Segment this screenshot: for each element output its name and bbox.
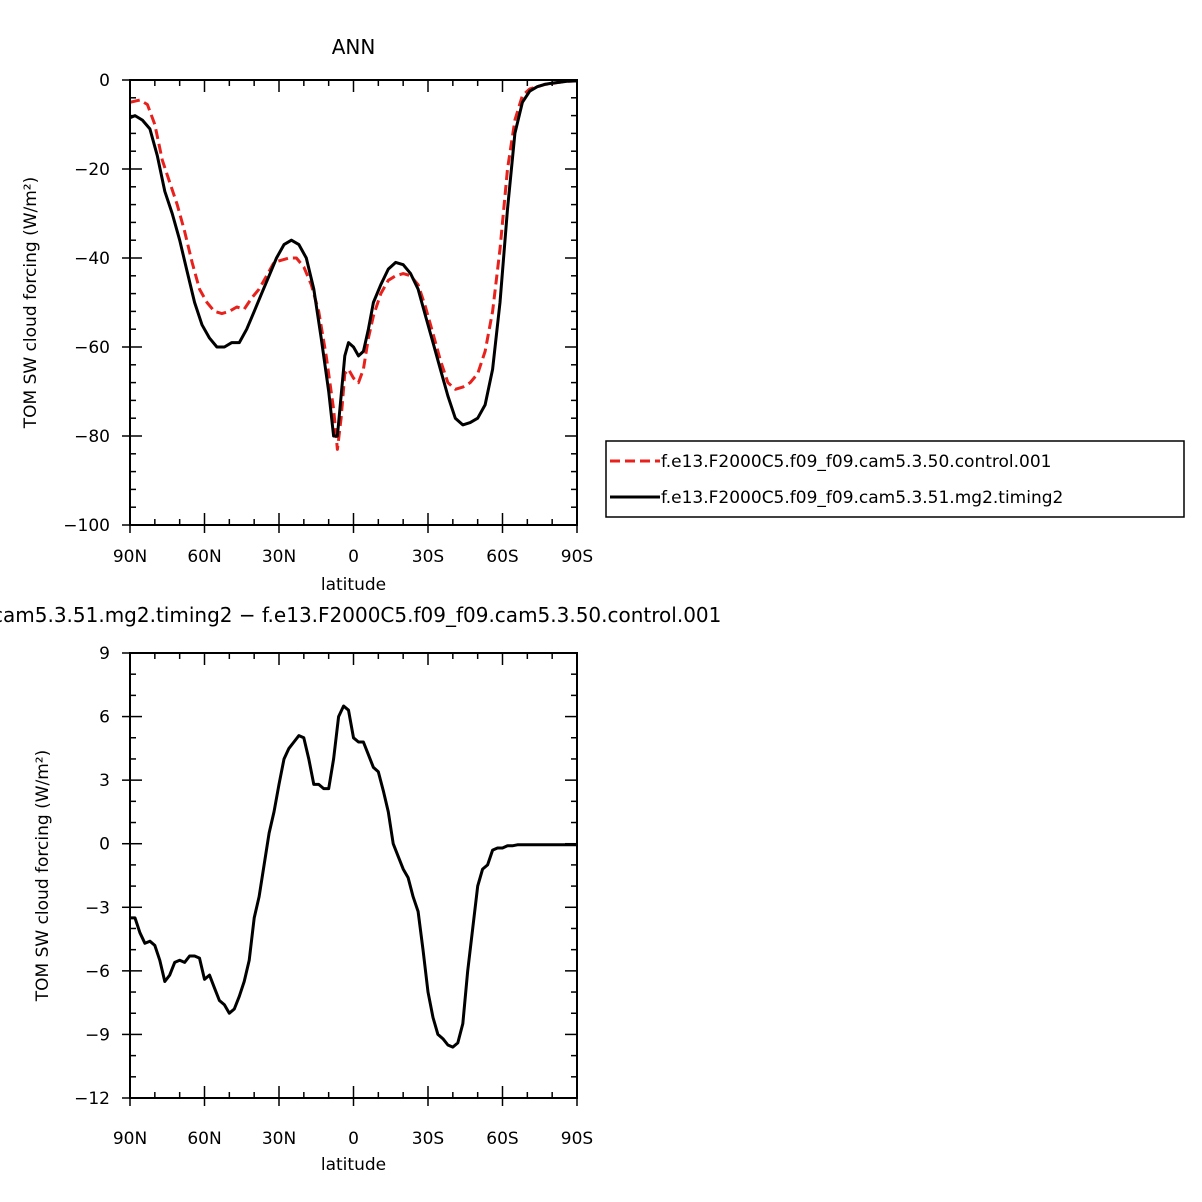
x-tick-label: 60N — [187, 547, 221, 567]
y-tick-label: 0 — [99, 71, 110, 91]
x-tick-label: 90N — [113, 1129, 147, 1149]
y-tick-label: −6 — [85, 962, 110, 982]
y-tick-label: −100 — [63, 516, 110, 536]
chart-2: .cam5.3.51.mg2.timing2 − f.e13.F2000C5.f… — [0, 603, 721, 1175]
y-tick-label: −3 — [85, 898, 110, 918]
x-tick-label: 90N — [113, 547, 147, 567]
plot-frame — [129, 652, 578, 1099]
x-tick-label: 60S — [486, 1129, 518, 1149]
y-axis-title: TOM SW cloud forcing (W/m²) — [33, 750, 53, 1003]
x-tick-label: 90S — [561, 1129, 593, 1149]
x-tick-label: 30N — [262, 1129, 296, 1149]
legend-label-2: f.e13.F2000C5.f09_f09.cam5.3.51.mg2.timi… — [661, 488, 1063, 508]
legend-box — [605, 440, 1185, 518]
legend: f.e13.F2000C5.f09_f09.cam5.3.50.control.… — [605, 440, 1185, 518]
legend-label-1: f.e13.F2000C5.f09_f09.cam5.3.50.control.… — [661, 452, 1052, 472]
y-tick-label: 6 — [99, 708, 110, 728]
y-tick-label: −80 — [74, 427, 110, 447]
x-tick-label: 60N — [187, 1129, 221, 1149]
y-tick-label: −12 — [74, 1089, 110, 1109]
x-tick-label: 0 — [348, 1129, 359, 1149]
x-tick-label: 90S — [561, 547, 593, 567]
series-line-2 — [130, 80, 577, 438]
y-tick-label: −60 — [74, 338, 110, 358]
x-tick-label: 30S — [412, 1129, 444, 1149]
chart-title: .cam5.3.51.mg2.timing2 − f.e13.F2000C5.f… — [0, 603, 721, 627]
x-tick-label: 60S — [486, 547, 518, 567]
x-axis-title: latitude — [321, 1155, 386, 1175]
y-tick-label: 9 — [99, 644, 110, 664]
x-tick-label: 0 — [348, 547, 359, 567]
series-line-1 — [130, 704, 577, 1049]
x-tick-label: 30S — [412, 547, 444, 567]
y-tick-label: −9 — [85, 1025, 110, 1045]
chart-1: ANN 90N 60N 30N 0 30S 60S 90S −100 −80 −60 −40 −20 0 l… — [21, 35, 593, 595]
y-tick-label: −40 — [74, 249, 110, 269]
x-tick-label: 30N — [262, 547, 296, 567]
series-line-1 — [130, 80, 577, 451]
chart-title: ANN — [332, 35, 376, 59]
x-axis-title: latitude — [321, 575, 386, 595]
y-tick-label: 0 — [99, 835, 110, 855]
y-tick-label: 3 — [99, 771, 110, 791]
y-axis-title: TOM SW cloud forcing (W/m²) — [21, 177, 41, 430]
y-tick-label: −20 — [74, 160, 110, 180]
